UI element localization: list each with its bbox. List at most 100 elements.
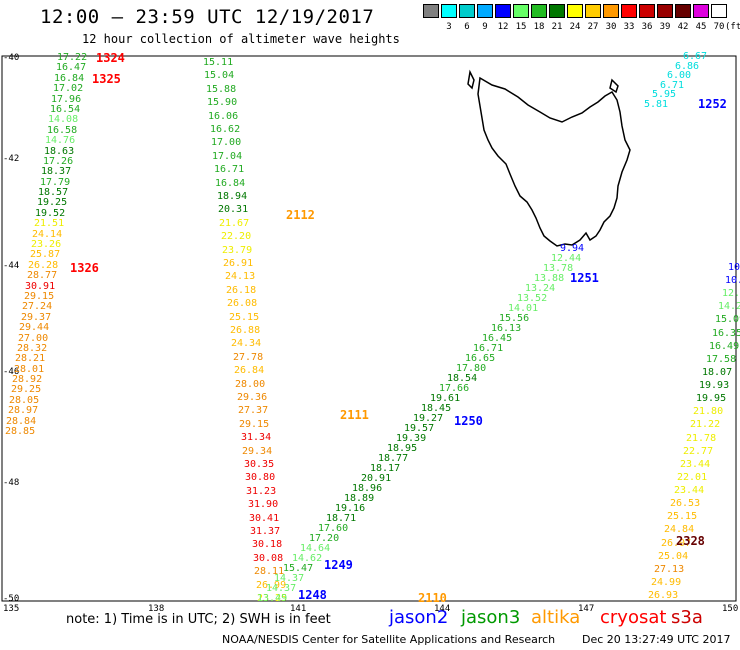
swh-value: 20.31 — [218, 204, 249, 215]
swh-value: 29.15 — [24, 291, 55, 302]
swh-value: 26.08 — [227, 298, 258, 309]
scale-swatch — [693, 4, 709, 18]
swh-value: 28.05 — [9, 395, 40, 406]
note-text: note: 1) Time is in UTC; 2) SWH is in fe… — [66, 612, 331, 627]
swh-value: 27.00 — [18, 333, 49, 344]
swh-value: 15.47 — [283, 563, 314, 574]
swh-value: 17.04 — [212, 151, 243, 162]
swh-value: 25.15 — [667, 511, 698, 522]
plot-frame — [1, 55, 737, 602]
swh-value: 25.87 — [30, 249, 61, 260]
swh-value: 17.26 — [43, 156, 74, 167]
swh-value: 25.15 — [229, 312, 260, 323]
scale-label: 33 — [623, 22, 635, 32]
swh-value: 13.49 — [257, 593, 288, 604]
swh-value: 26.88 — [230, 325, 261, 336]
scale-label: 30 — [605, 22, 617, 32]
swh-value: 23.26 — [31, 239, 62, 250]
swh-value: 28.77 — [27, 270, 58, 281]
swh-value: 16.71 — [214, 164, 245, 175]
swh-value: 23.44 — [674, 485, 705, 496]
swh-value: 16.49 — [709, 341, 740, 352]
scale-swatch — [675, 4, 691, 18]
legend-item-altika: altika — [531, 607, 581, 628]
swh-value: 18.89 — [344, 493, 375, 504]
pass-id-label: 1324 — [96, 51, 125, 65]
swh-value: 13.52 — [517, 293, 548, 304]
swh-value: 17.02 — [53, 83, 84, 94]
swh-value: 18.63 — [44, 146, 75, 157]
swh-value: 23.79 — [222, 245, 253, 256]
swh-value: 23.25 — [257, 593, 288, 604]
swh-value: 18.07 — [702, 367, 733, 378]
swh-value: 14.01 — [508, 303, 539, 314]
swh-value: 23.44 — [680, 459, 711, 470]
lat-tick-label: -48 — [3, 478, 20, 488]
swh-value: 26.18 — [226, 285, 257, 296]
swh-value: 16.35 — [712, 328, 740, 339]
swh-value: 16.47 — [56, 62, 87, 73]
swh-value: 18.57 — [38, 187, 69, 198]
swh-value: 19.52 — [35, 208, 66, 219]
swh-value: 5.95 — [652, 89, 677, 100]
swh-value: 24.14 — [32, 229, 63, 240]
swh-value: 21.22 — [690, 419, 721, 430]
lon-tick-label: 147 — [578, 604, 595, 614]
swh-value: 29.37 — [21, 312, 52, 323]
swh-value: 24.99 — [651, 577, 682, 588]
swh-value: 15.56 — [499, 313, 530, 324]
lat-tick-label: -46 — [3, 367, 20, 377]
swh-value: 16.71 — [473, 343, 504, 354]
pass-id-label: 1250 — [454, 414, 483, 428]
swh-value: 18.71 — [326, 513, 357, 524]
swh-value: 29.25 — [11, 384, 42, 395]
swh-value: 24.34 — [231, 338, 262, 349]
swh-value: 26.93 — [648, 590, 679, 601]
swh-value: 26.53 — [670, 498, 701, 509]
swh-value: 19.93 — [699, 380, 730, 391]
swh-value: 30.80 — [245, 472, 276, 483]
legend-item-s3a: s3a — [671, 607, 703, 628]
pass-id-label: 1249 — [324, 558, 353, 572]
scale-label: 21 — [551, 22, 563, 32]
swh-value: 26.28 — [28, 260, 59, 271]
swh-value: 22.01 — [677, 472, 708, 483]
swh-value: 28.01 — [14, 364, 45, 375]
scale-label: 12 — [497, 22, 509, 32]
swh-value: 16.45 — [482, 333, 513, 344]
pass-id-label: 2110 — [418, 591, 447, 605]
footer-credit: NOAA/NESDIS Center for Satellite Applica… — [222, 633, 556, 646]
swh-value: 19.57 — [404, 423, 435, 434]
swh-value: 15.11 — [203, 57, 234, 68]
swh-value: 14.2 — [718, 301, 740, 312]
swh-value: 29.15 — [239, 419, 270, 430]
map-title: 12:00 – 23:59 UTC 12/19/2017 — [40, 6, 375, 28]
swh-value: 14.76 — [45, 135, 76, 146]
swh-value: 27.78 — [233, 352, 264, 363]
swh-value: 10. — [725, 275, 740, 286]
swh-value: 14.37 — [266, 583, 297, 594]
swh-value: 18.45 — [421, 403, 452, 414]
swh-value: 27.13 — [654, 564, 685, 575]
swh-value: 19.27 — [413, 413, 444, 424]
swh-value: 22.77 — [683, 446, 714, 457]
swh-value: 17.60 — [318, 523, 349, 534]
swh-value: 17.20 — [309, 533, 340, 544]
scale-label: 36 — [641, 22, 653, 32]
scale-swatch — [657, 4, 673, 18]
swh-value: 12.44 — [551, 253, 582, 264]
swh-value: 16.84 — [54, 73, 85, 84]
swh-value: 21.78 — [686, 433, 717, 444]
swh-value: 29.44 — [19, 322, 50, 333]
swh-value: 6.00 — [667, 70, 692, 81]
swh-value: 18.37 — [41, 166, 72, 177]
scale-label: 70 — [713, 22, 725, 32]
swh-value: 18.17 — [370, 463, 401, 474]
scale-swatch — [711, 4, 727, 18]
scale-swatch — [423, 4, 439, 18]
scale-label: 27 — [587, 22, 599, 32]
lat-tick-label: -44 — [3, 261, 20, 271]
legend-item-jason2: jason2 — [389, 607, 449, 628]
swh-value: 28.21 — [15, 353, 46, 364]
